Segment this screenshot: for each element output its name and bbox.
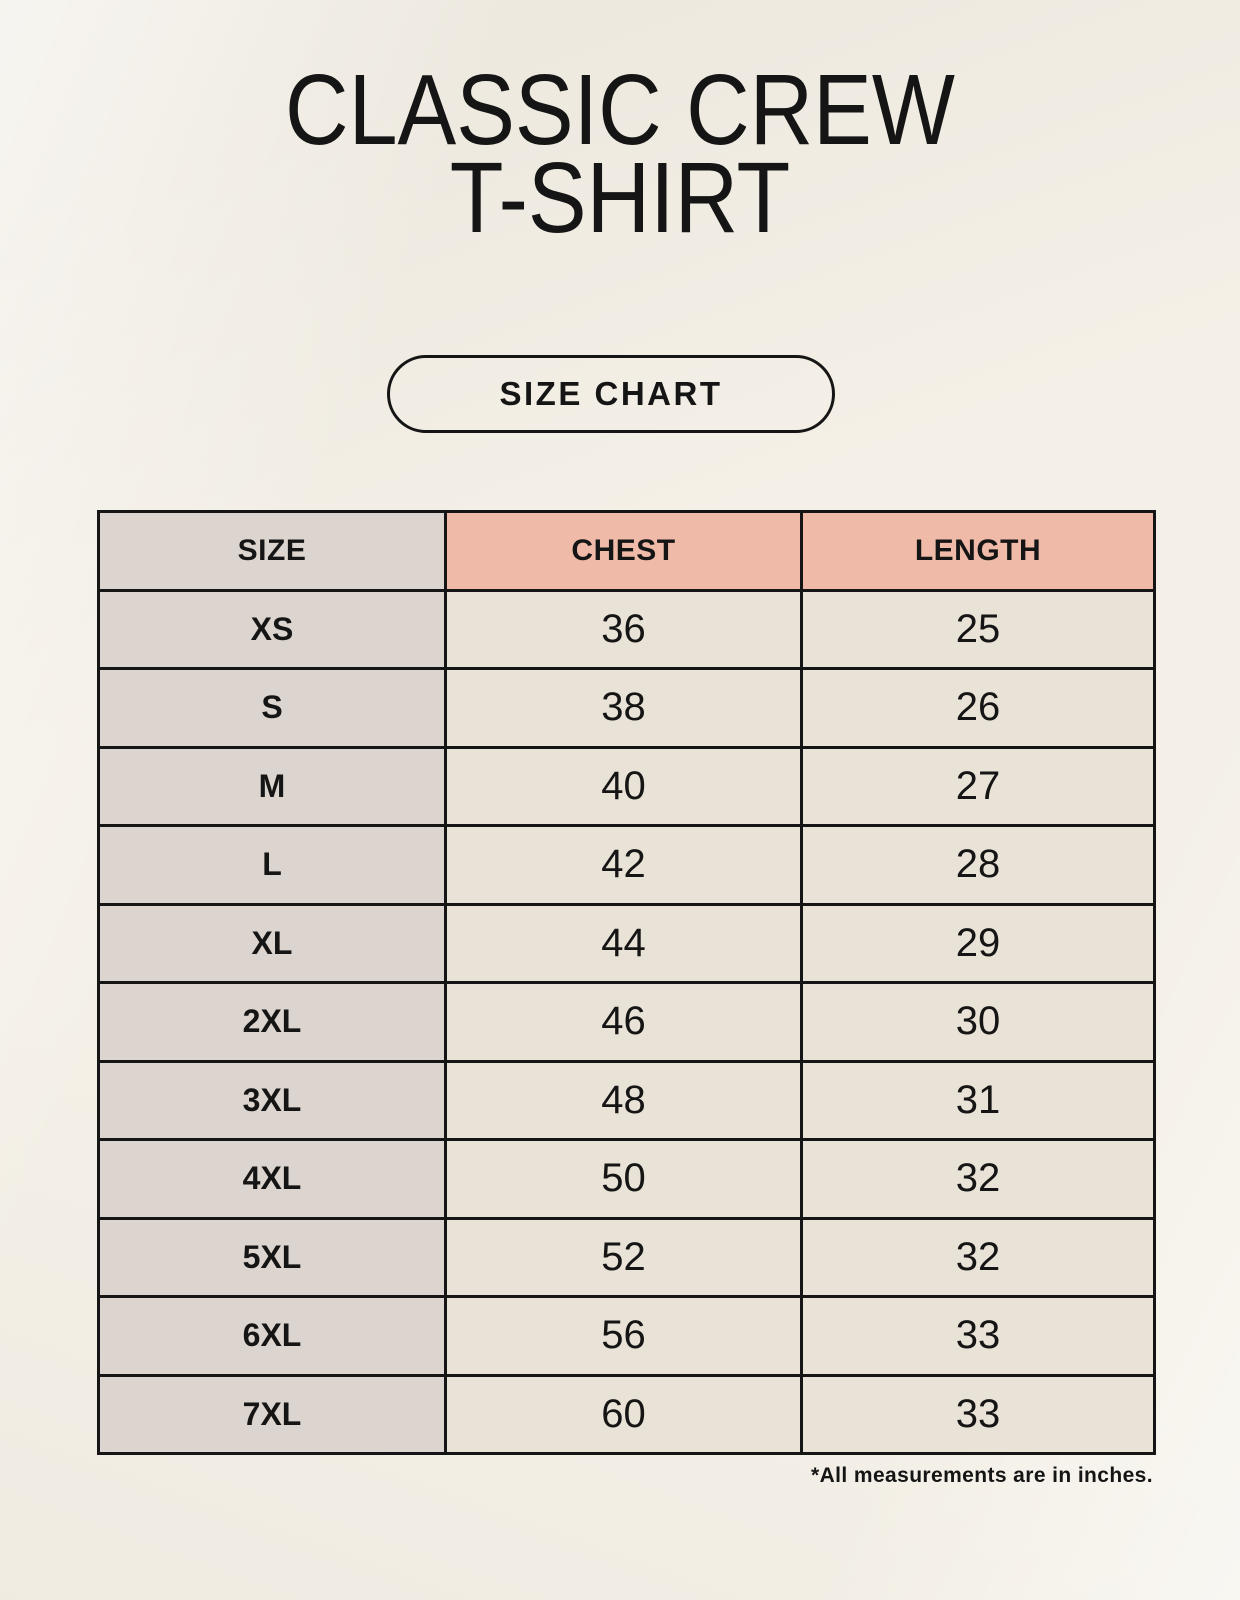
table-row: S 38 26 — [97, 667, 1156, 749]
length-cell: 31 — [800, 1059, 1156, 1141]
size-cell: 2XL — [97, 981, 447, 1063]
table-row: M 40 27 — [97, 745, 1156, 827]
measurements-footnote: *All measurements are in inches. — [811, 1464, 1153, 1487]
size-cell: S — [97, 667, 447, 749]
chest-cell: 60 — [444, 1373, 803, 1455]
table-row: 5XL 52 32 — [97, 1216, 1156, 1298]
size-cell: 7XL — [97, 1373, 447, 1455]
length-cell: 25 — [800, 588, 1156, 670]
chest-cell: 44 — [444, 902, 803, 984]
length-cell: 26 — [800, 667, 1156, 749]
length-cell: 28 — [800, 824, 1156, 906]
page-title-line-2: T-SHIRT — [449, 142, 791, 254]
column-header-chest: CHEST — [444, 510, 803, 592]
size-cell: XS — [97, 588, 447, 670]
column-header-size: SIZE — [97, 510, 447, 592]
size-cell: XL — [97, 902, 447, 984]
length-cell: 32 — [800, 1216, 1156, 1298]
table-row: 4XL 50 32 — [97, 1138, 1156, 1220]
chest-cell: 48 — [444, 1059, 803, 1141]
length-cell: 32 — [800, 1138, 1156, 1220]
length-cell: 30 — [800, 981, 1156, 1063]
length-cell: 33 — [800, 1373, 1156, 1455]
chest-cell: 52 — [444, 1216, 803, 1298]
table-row: 3XL 48 31 — [97, 1059, 1156, 1141]
size-cell: 4XL — [97, 1138, 447, 1220]
table-row: L 42 28 — [97, 824, 1156, 906]
table-row: 7XL 60 33 — [97, 1373, 1156, 1455]
size-cell: 3XL — [97, 1059, 447, 1141]
chest-cell: 40 — [444, 745, 803, 827]
size-chart-table: SIZE CHEST LENGTH XS 36 25 S 38 26 M 40 … — [97, 510, 1156, 1455]
chest-cell: 42 — [444, 824, 803, 906]
table-header-row: SIZE CHEST LENGTH — [97, 510, 1156, 592]
chest-cell: 50 — [444, 1138, 803, 1220]
size-cell: 6XL — [97, 1295, 447, 1377]
column-header-length: LENGTH — [800, 510, 1156, 592]
length-cell: 33 — [800, 1295, 1156, 1377]
size-cell: L — [97, 824, 447, 906]
table-row: XL 44 29 — [97, 902, 1156, 984]
table-row: 2XL 46 30 — [97, 981, 1156, 1063]
chest-cell: 36 — [444, 588, 803, 670]
chest-cell: 46 — [444, 981, 803, 1063]
length-cell: 29 — [800, 902, 1156, 984]
chest-cell: 56 — [444, 1295, 803, 1377]
chest-cell: 38 — [444, 667, 803, 749]
table-row: XS 36 25 — [97, 588, 1156, 670]
size-chart-button[interactable]: SIZE CHART — [387, 355, 835, 433]
size-cell: M — [97, 745, 447, 827]
size-cell: 5XL — [97, 1216, 447, 1298]
table-row: 6XL 56 33 — [97, 1295, 1156, 1377]
page-title-line-1: CLASSIC CREW — [285, 54, 955, 166]
page-title: CLASSIC CREW T-SHIRT — [74, 54, 1165, 254]
size-chart-button-label: SIZE CHART — [499, 375, 723, 412]
length-cell: 27 — [800, 745, 1156, 827]
